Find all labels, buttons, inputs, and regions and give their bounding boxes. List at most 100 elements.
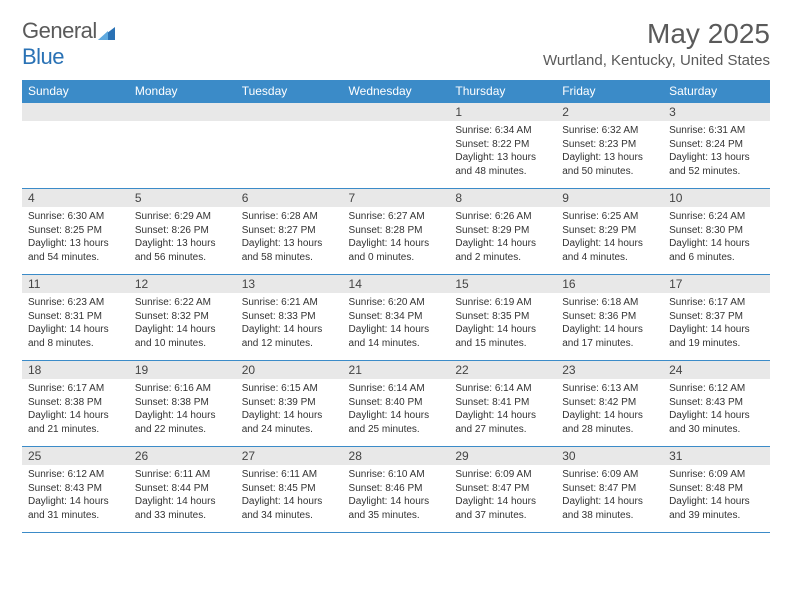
day-number: 22	[449, 361, 556, 379]
sunrise-line: Sunrise: 6:21 AM	[242, 296, 337, 310]
weekday-header: Wednesday	[343, 80, 450, 103]
sunset-line: Sunset: 8:35 PM	[455, 310, 550, 324]
sunset-line: Sunset: 8:43 PM	[28, 482, 123, 496]
week-row: 18Sunrise: 6:17 AMSunset: 8:38 PMDayligh…	[22, 361, 770, 447]
daylight-line: Daylight: 13 hours and 56 minutes.	[135, 237, 230, 264]
daylight-line: Daylight: 14 hours and 2 minutes.	[455, 237, 550, 264]
sunrise-line: Sunrise: 6:26 AM	[455, 210, 550, 224]
day-number: 26	[129, 447, 236, 465]
sunset-line: Sunset: 8:38 PM	[28, 396, 123, 410]
day-number: .	[343, 103, 450, 121]
day-cell: 18Sunrise: 6:17 AMSunset: 8:38 PMDayligh…	[22, 361, 129, 447]
day-details: Sunrise: 6:15 AMSunset: 8:39 PMDaylight:…	[236, 379, 343, 439]
weekday-header: Tuesday	[236, 80, 343, 103]
daylight-line: Daylight: 14 hours and 30 minutes.	[669, 409, 764, 436]
day-number: 31	[663, 447, 770, 465]
day-cell: 5Sunrise: 6:29 AMSunset: 8:26 PMDaylight…	[129, 189, 236, 275]
weekday-header: Saturday	[663, 80, 770, 103]
daylight-line: Daylight: 14 hours and 39 minutes.	[669, 495, 764, 522]
daylight-line: Daylight: 14 hours and 31 minutes.	[28, 495, 123, 522]
sunrise-line: Sunrise: 6:09 AM	[562, 468, 657, 482]
day-number: 28	[343, 447, 450, 465]
daylight-line: Daylight: 14 hours and 34 minutes.	[242, 495, 337, 522]
daylight-line: Daylight: 14 hours and 25 minutes.	[349, 409, 444, 436]
day-number: 25	[22, 447, 129, 465]
day-details: Sunrise: 6:17 AMSunset: 8:37 PMDaylight:…	[663, 293, 770, 353]
day-number: 4	[22, 189, 129, 207]
calendar: SundayMondayTuesdayWednesdayThursdayFrid…	[22, 80, 770, 533]
sunrise-line: Sunrise: 6:34 AM	[455, 124, 550, 138]
day-cell: 9Sunrise: 6:25 AMSunset: 8:29 PMDaylight…	[556, 189, 663, 275]
day-number: .	[129, 103, 236, 121]
day-details: Sunrise: 6:11 AMSunset: 8:45 PMDaylight:…	[236, 465, 343, 525]
daylight-line: Daylight: 13 hours and 52 minutes.	[669, 151, 764, 178]
sunrise-line: Sunrise: 6:14 AM	[349, 382, 444, 396]
day-number: 24	[663, 361, 770, 379]
sunrise-line: Sunrise: 6:19 AM	[455, 296, 550, 310]
sunrise-line: Sunrise: 6:11 AM	[242, 468, 337, 482]
day-cell: 12Sunrise: 6:22 AMSunset: 8:32 PMDayligh…	[129, 275, 236, 361]
day-number: 1	[449, 103, 556, 121]
sunset-line: Sunset: 8:23 PM	[562, 138, 657, 152]
weekday-header: Friday	[556, 80, 663, 103]
sunset-line: Sunset: 8:48 PM	[669, 482, 764, 496]
day-cell: 25Sunrise: 6:12 AMSunset: 8:43 PMDayligh…	[22, 447, 129, 533]
sunset-line: Sunset: 8:38 PM	[135, 396, 230, 410]
week-row: 4Sunrise: 6:30 AMSunset: 8:25 PMDaylight…	[22, 189, 770, 275]
day-number: 30	[556, 447, 663, 465]
daylight-line: Daylight: 14 hours and 35 minutes.	[349, 495, 444, 522]
day-number: 15	[449, 275, 556, 293]
sunset-line: Sunset: 8:39 PM	[242, 396, 337, 410]
month-title: May 2025	[543, 18, 770, 50]
sunrise-line: Sunrise: 6:28 AM	[242, 210, 337, 224]
day-cell: 31Sunrise: 6:09 AMSunset: 8:48 PMDayligh…	[663, 447, 770, 533]
day-number: 29	[449, 447, 556, 465]
day-number: 6	[236, 189, 343, 207]
sunset-line: Sunset: 8:25 PM	[28, 224, 123, 238]
sail-icon	[97, 23, 117, 41]
day-number: 3	[663, 103, 770, 121]
day-cell: 11Sunrise: 6:23 AMSunset: 8:31 PMDayligh…	[22, 275, 129, 361]
day-cell: 15Sunrise: 6:19 AMSunset: 8:35 PMDayligh…	[449, 275, 556, 361]
day-details: Sunrise: 6:21 AMSunset: 8:33 PMDaylight:…	[236, 293, 343, 353]
daylight-line: Daylight: 14 hours and 8 minutes.	[28, 323, 123, 350]
daylight-line: Daylight: 14 hours and 12 minutes.	[242, 323, 337, 350]
day-cell: 8Sunrise: 6:26 AMSunset: 8:29 PMDaylight…	[449, 189, 556, 275]
daylight-line: Daylight: 14 hours and 24 minutes.	[242, 409, 337, 436]
logo-word1: General	[22, 18, 97, 43]
weekday-header: Monday	[129, 80, 236, 103]
daylight-line: Daylight: 14 hours and 10 minutes.	[135, 323, 230, 350]
day-number: 19	[129, 361, 236, 379]
day-number: 2	[556, 103, 663, 121]
sunset-line: Sunset: 8:40 PM	[349, 396, 444, 410]
day-details: Sunrise: 6:09 AMSunset: 8:48 PMDaylight:…	[663, 465, 770, 525]
day-cell: .	[129, 103, 236, 189]
day-cell: 30Sunrise: 6:09 AMSunset: 8:47 PMDayligh…	[556, 447, 663, 533]
calendar-body: ....1Sunrise: 6:34 AMSunset: 8:22 PMDayl…	[22, 103, 770, 533]
day-details: Sunrise: 6:27 AMSunset: 8:28 PMDaylight:…	[343, 207, 450, 267]
title-block: May 2025 Wurtland, Kentucky, United Stat…	[543, 18, 770, 69]
day-number: .	[22, 103, 129, 121]
day-cell: 13Sunrise: 6:21 AMSunset: 8:33 PMDayligh…	[236, 275, 343, 361]
day-details: Sunrise: 6:09 AMSunset: 8:47 PMDaylight:…	[556, 465, 663, 525]
day-number: 23	[556, 361, 663, 379]
day-details: Sunrise: 6:24 AMSunset: 8:30 PMDaylight:…	[663, 207, 770, 267]
sunrise-line: Sunrise: 6:20 AM	[349, 296, 444, 310]
sunrise-line: Sunrise: 6:27 AM	[349, 210, 444, 224]
daylight-line: Daylight: 14 hours and 6 minutes.	[669, 237, 764, 264]
sunrise-line: Sunrise: 6:25 AM	[562, 210, 657, 224]
day-details: Sunrise: 6:29 AMSunset: 8:26 PMDaylight:…	[129, 207, 236, 267]
day-cell: 10Sunrise: 6:24 AMSunset: 8:30 PMDayligh…	[663, 189, 770, 275]
day-details: Sunrise: 6:09 AMSunset: 8:47 PMDaylight:…	[449, 465, 556, 525]
sunset-line: Sunset: 8:42 PM	[562, 396, 657, 410]
daylight-line: Daylight: 14 hours and 33 minutes.	[135, 495, 230, 522]
daylight-line: Daylight: 13 hours and 54 minutes.	[28, 237, 123, 264]
day-cell: 29Sunrise: 6:09 AMSunset: 8:47 PMDayligh…	[449, 447, 556, 533]
sunset-line: Sunset: 8:26 PM	[135, 224, 230, 238]
day-cell: 22Sunrise: 6:14 AMSunset: 8:41 PMDayligh…	[449, 361, 556, 447]
day-number: 27	[236, 447, 343, 465]
header: GeneralBlue May 2025 Wurtland, Kentucky,…	[22, 18, 770, 70]
daylight-line: Daylight: 14 hours and 4 minutes.	[562, 237, 657, 264]
weekday-header: Sunday	[22, 80, 129, 103]
sunset-line: Sunset: 8:33 PM	[242, 310, 337, 324]
